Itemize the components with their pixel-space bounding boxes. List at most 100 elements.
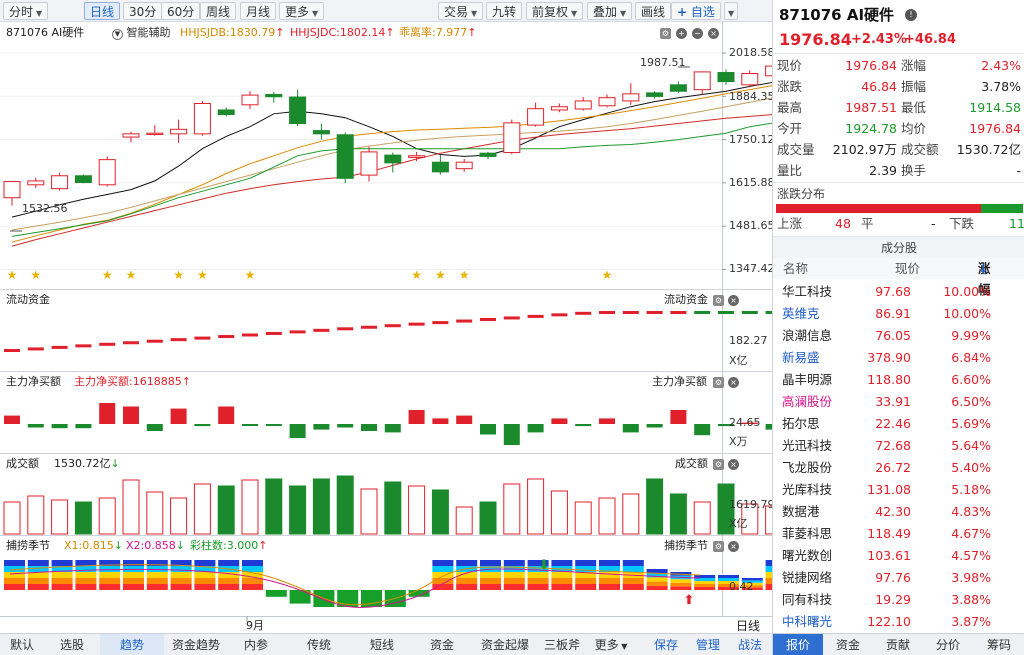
flow-bar	[75, 344, 92, 348]
nine-turn-button[interactable]: 九转	[486, 2, 523, 20]
zoom-out-icon[interactable]: −	[692, 28, 703, 39]
season-bar	[432, 578, 454, 584]
x-axis-mode: 日线	[736, 619, 761, 633]
constituent-row[interactable]: 拓尔思 22.46 5.69%	[773, 413, 1024, 434]
volume-bar	[574, 501, 592, 535]
star-icon: ★	[602, 268, 613, 282]
candle-body	[717, 72, 735, 83]
volume-bar	[265, 478, 283, 535]
col-price[interactable]: 现价	[895, 261, 921, 276]
constituent-row[interactable]: 晶丰明源 118.80 6.60%	[773, 369, 1024, 390]
tab-daily[interactable]: 日线	[84, 2, 121, 20]
indicator-bias: 乖离率:7.977↑	[399, 26, 477, 39]
tab-fund-trend[interactable]: 资金趋势	[171, 638, 220, 652]
flow-close-icon[interactable]: ×	[728, 295, 739, 306]
tab-weekly[interactable]: 周线	[200, 2, 237, 20]
volume-tick: 1619.79	[729, 498, 775, 511]
constituent-row[interactable]: 中科曙光 122.10 3.87%	[773, 611, 1024, 632]
col-name[interactable]: 名称	[783, 261, 809, 276]
info-icon[interactable]: !	[905, 9, 917, 21]
chart-area[interactable]: ★ ★ ★ ★ ★ ★ ★ ★ ★ ★ ★ ⬇ ⬆ 871076 AI硬件 ▼ 智能辅助 HHJSJDB…	[0, 22, 775, 633]
constituent-row[interactable]: 高澜股份 33.91 6.50%	[773, 391, 1024, 412]
constituent-row[interactable]: 菲菱科思 118.49 4.67%	[773, 523, 1024, 544]
constituent-row[interactable]: 浪潮信息 76.05 9.99%	[773, 325, 1024, 346]
volume-settings-icon[interactable]: ⚙	[713, 459, 724, 470]
tab-default[interactable]: 默认	[9, 638, 34, 652]
constituent-row[interactable]: 英维克 86.91 10.00%	[773, 303, 1024, 324]
red-up-arrow: ⬆	[684, 593, 695, 608]
tab-insider[interactable]: 内参	[243, 638, 268, 652]
constituent-row[interactable]: 飞龙股份 26.72 5.40%	[773, 457, 1024, 478]
season-bar	[575, 578, 597, 584]
tab-chips[interactable]: 筹码	[986, 638, 1011, 652]
tab-funds[interactable]: 资金	[835, 638, 860, 652]
tab-contribution[interactable]: 贡献	[885, 638, 910, 652]
tab-quote[interactable]: 报价	[773, 634, 823, 655]
watchlist-dropdown[interactable]: ▼	[724, 2, 739, 20]
candle-body	[741, 73, 759, 86]
add-watchlist-button[interactable]: + 自选	[671, 2, 721, 20]
season-settings-icon[interactable]: ⚙	[713, 541, 724, 552]
volume-bar	[360, 488, 378, 535]
trade-button[interactable]: 交易 ▼	[438, 2, 484, 20]
constituent-row[interactable]: 数据港 42.30 4.83%	[773, 501, 1024, 522]
flow-settings-icon[interactable]: ⚙	[713, 295, 724, 306]
strategy-button[interactable]: 战法	[737, 638, 762, 652]
season-bar	[170, 578, 192, 584]
season-bar	[27, 560, 49, 566]
smart-assist-toggle[interactable]: ▼ 智能辅助	[112, 26, 171, 40]
volume-bar	[170, 497, 188, 535]
tab-price-dist[interactable]: 分价	[935, 638, 960, 652]
tab-short-term[interactable]: 短线	[369, 638, 394, 652]
kline-chart[interactable]: ★ ★ ★ ★ ★ ★ ★ ★ ★ ★ ★ ⬇ ⬆	[0, 22, 772, 633]
tab-30min[interactable]: 30分	[123, 2, 163, 20]
settings-icon[interactable]: ⚙	[660, 28, 671, 39]
tab-fund[interactable]: 资金	[429, 638, 454, 652]
candle-body	[455, 161, 473, 170]
constituent-row[interactable]: 曙光数创 103.61 4.57%	[773, 545, 1024, 566]
constituent-row[interactable]: 华工科技 97.68 10.00%	[773, 281, 1024, 302]
season-close-icon[interactable]: ×	[728, 541, 739, 552]
constituent-pct: 5.69%	[951, 416, 991, 431]
tab-more-indicators[interactable]: 更多 ▼	[594, 638, 628, 652]
net-bar	[480, 424, 496, 435]
tab-monthly[interactable]: 月线	[240, 2, 277, 20]
net-close-icon[interactable]: ×	[728, 377, 739, 388]
constituent-name: 光迅科技	[782, 438, 833, 453]
tab-traditional[interactable]: 传统	[306, 638, 331, 652]
save-button[interactable]: 保存	[653, 638, 678, 652]
flow-panel-title: 流动资金	[6, 293, 50, 306]
tab-stock-pick[interactable]: 选股	[59, 638, 84, 652]
tab-60min[interactable]: 60分	[161, 2, 201, 20]
tab-fund-boom[interactable]: 资金起爆	[480, 638, 529, 652]
candle-body	[289, 96, 307, 125]
season-bar	[51, 578, 73, 584]
constituent-row[interactable]: 新易盛 378.90 6.84%	[773, 347, 1024, 368]
constituent-row[interactable]: 光迅科技 72.68 5.64%	[773, 435, 1024, 456]
panel-close-icon[interactable]: ×	[708, 28, 719, 39]
tab-three-axes[interactable]: 三板斧	[543, 638, 580, 652]
season-bar	[170, 566, 192, 572]
overlay-button[interactable]: 叠加 ▼	[587, 2, 633, 20]
manage-button[interactable]: 管理	[695, 638, 720, 652]
season-bar	[646, 569, 668, 574]
constituent-row[interactable]: 光库科技 131.08 5.18%	[773, 479, 1024, 500]
flow-bar	[242, 333, 258, 337]
constituent-row[interactable]: 同有科技 19.29 3.88%	[773, 589, 1024, 610]
tab-trend[interactable]: 趋势	[100, 634, 164, 655]
draw-button[interactable]: 画线	[635, 2, 672, 20]
volume-close-icon[interactable]: ×	[728, 459, 739, 470]
max-price-label: 1987.51	[640, 56, 686, 69]
adjust-button[interactable]: 前复权 ▼	[526, 2, 584, 20]
y-tick-6: 1347.42	[729, 262, 775, 275]
zoom-in-icon[interactable]: +	[676, 28, 687, 39]
quote-value: 46.84	[861, 79, 897, 94]
tab-intraday[interactable]: 分时 ▼	[3, 2, 49, 20]
net-bar	[27, 424, 44, 428]
constituent-row[interactable]: 锐捷网络 97.76 3.98%	[773, 567, 1024, 588]
season-bar	[146, 560, 168, 566]
candle-body	[765, 65, 772, 77]
constituent-price: 103.61	[867, 548, 911, 563]
tab-more[interactable]: 更多 ▼	[279, 2, 325, 20]
net-settings-icon[interactable]: ⚙	[713, 377, 724, 388]
